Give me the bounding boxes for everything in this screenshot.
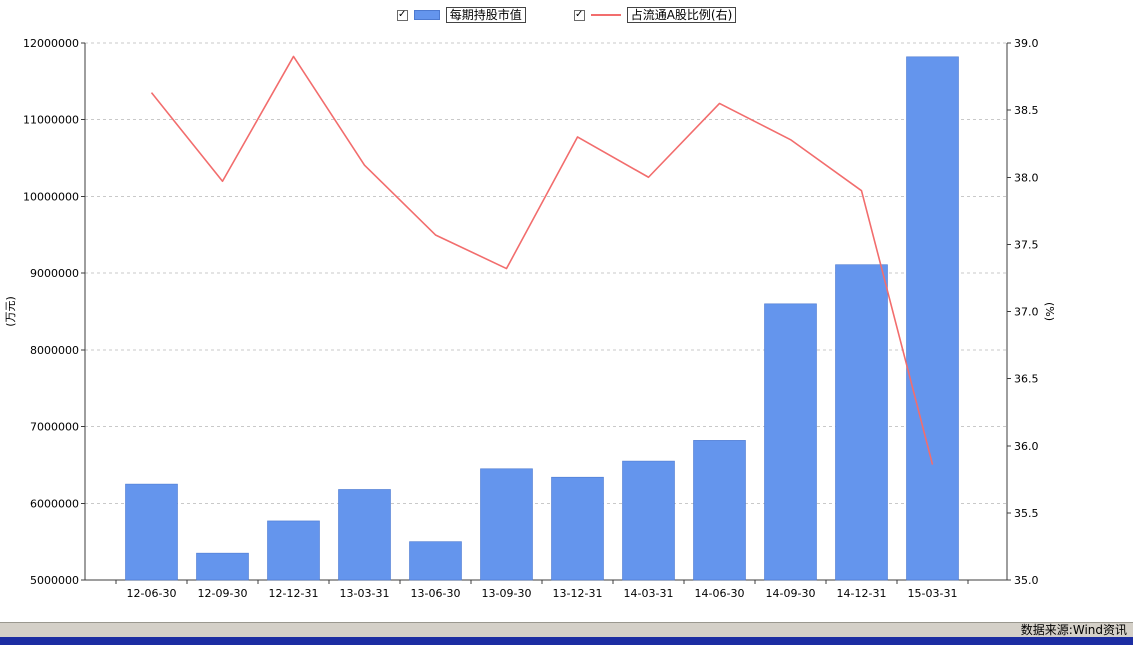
bar-13-12-31[interactable]: [551, 476, 604, 581]
checkbox-holdings-series[interactable]: ✓: [396, 9, 408, 21]
ratio-line-series[interactable]: [150, 55, 934, 465]
chart-legend: ✓ 每期持股市值 ✓ 占流通A股比例(右): [0, 7, 1133, 23]
left-axis-tick-label: 11000000: [23, 114, 79, 127]
bar-series-swatch-icon: [413, 10, 440, 20]
legend-item-holdings-value[interactable]: ✓ 每期持股市值: [396, 7, 526, 23]
bar-14-06-30[interactable]: [693, 440, 746, 581]
bar-13-03-31[interactable]: [338, 489, 391, 581]
x-axis-category-label: 13-03-31: [340, 587, 390, 600]
x-axis-category-label: 14-06-30: [695, 587, 745, 600]
right-axis-tick-label: 36.5: [1014, 373, 1039, 386]
bar-15-03-31[interactable]: [906, 56, 959, 581]
bar-13-06-30[interactable]: [409, 541, 462, 581]
x-axis-category-label: 13-09-30: [482, 587, 532, 600]
bar-12-12-31[interactable]: [267, 520, 320, 581]
bar-12-06-30[interactable]: [125, 483, 178, 581]
left-axis-tick-label: 7000000: [30, 421, 79, 434]
right-axis-tick-label: 38.5: [1014, 104, 1039, 117]
x-axis-category-label: 13-06-30: [411, 587, 461, 600]
combo-bar-line-chart[interactable]: 5000000 6000000 7000000 8000000 9000000 10000…: [0, 0, 1133, 618]
right-axis-tick-label: 36.0: [1014, 440, 1039, 453]
check-icon: ✓: [398, 9, 407, 20]
right-axis-tick-label: 35.5: [1014, 507, 1039, 520]
right-axis-tick-label: 35.0: [1014, 574, 1039, 587]
right-axis-title: (%): [1043, 302, 1056, 321]
data-source-text: 数据来源:Wind资讯: [1020, 622, 1127, 637]
left-axis-tick-label: 9000000: [30, 267, 79, 280]
bar-14-09-30[interactable]: [764, 303, 817, 581]
x-axis-category-label: 14-12-31: [837, 587, 887, 600]
left-axis-tick-label: 6000000: [30, 497, 79, 510]
left-axis-title: (万元): [4, 296, 17, 327]
bar-14-03-31[interactable]: [622, 460, 675, 581]
bar-14-12-31[interactable]: [835, 264, 888, 581]
left-axis-tick-label: 5000000: [30, 574, 79, 587]
line-series-swatch-icon: [590, 14, 621, 16]
right-axis-tick-label: 38.0: [1014, 171, 1039, 184]
right-axis-tick-label: 37.0: [1014, 306, 1039, 319]
right-axis-tick-label: 39.0: [1014, 37, 1039, 50]
status-bar: 数据来源:Wind资讯: [0, 622, 1133, 637]
x-axis-category-label: 15-03-31: [908, 587, 958, 600]
legend-item-float-a-ratio[interactable]: ✓ 占流通A股比例(右): [573, 7, 737, 23]
x-axis-category-label: 13-12-31: [553, 587, 603, 600]
legend-label-float-a-ratio: 占流通A股比例(右): [626, 7, 737, 23]
bar-12-09-30[interactable]: [196, 552, 249, 581]
x-axis-category-label: 14-03-31: [624, 587, 674, 600]
bar-13-09-30[interactable]: [480, 468, 533, 581]
left-axis-tick-label: 10000000: [23, 190, 79, 203]
x-axis-category-label: 12-09-30: [198, 587, 248, 600]
window-bottom-border: [0, 637, 1133, 645]
x-axis-category-label: 14-09-30: [766, 587, 816, 600]
checkbox-ratio-series[interactable]: ✓: [573, 9, 585, 21]
x-axis-category-label: 12-12-31: [269, 587, 319, 600]
left-axis-tick-label: 12000000: [23, 37, 79, 50]
legend-label-holdings-value: 每期持股市值: [445, 7, 526, 23]
left-axis-tick-label: 8000000: [30, 344, 79, 357]
right-axis-tick-label: 37.5: [1014, 238, 1039, 251]
x-axis-category-label: 12-06-30: [127, 587, 177, 600]
check-icon: ✓: [575, 9, 584, 20]
